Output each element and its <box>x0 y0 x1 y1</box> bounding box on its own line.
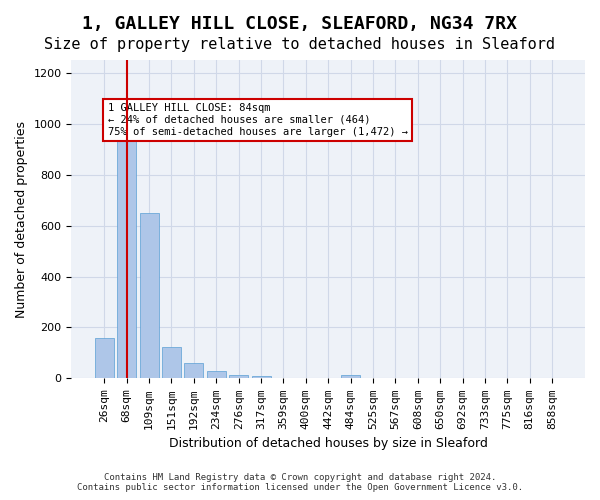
Bar <box>95 338 114 378</box>
Text: Contains HM Land Registry data © Crown copyright and database right 2024.: Contains HM Land Registry data © Crown c… <box>104 474 496 482</box>
Bar <box>162 346 181 378</box>
Bar <box>184 363 203 378</box>
Bar <box>251 376 271 378</box>
Bar <box>117 139 136 378</box>
Bar <box>341 374 360 378</box>
Bar <box>229 374 248 378</box>
Bar <box>207 371 226 378</box>
Bar <box>140 213 158 378</box>
Text: 1, GALLEY HILL CLOSE, SLEAFORD, NG34 7RX: 1, GALLEY HILL CLOSE, SLEAFORD, NG34 7RX <box>83 15 517 33</box>
Text: Size of property relative to detached houses in Sleaford: Size of property relative to detached ho… <box>44 38 556 52</box>
Y-axis label: Number of detached properties: Number of detached properties <box>15 120 28 318</box>
X-axis label: Distribution of detached houses by size in Sleaford: Distribution of detached houses by size … <box>169 437 488 450</box>
Text: 1 GALLEY HILL CLOSE: 84sqm
← 24% of detached houses are smaller (464)
75% of sem: 1 GALLEY HILL CLOSE: 84sqm ← 24% of deta… <box>107 104 407 136</box>
Text: Contains public sector information licensed under the Open Government Licence v3: Contains public sector information licen… <box>77 484 523 492</box>
